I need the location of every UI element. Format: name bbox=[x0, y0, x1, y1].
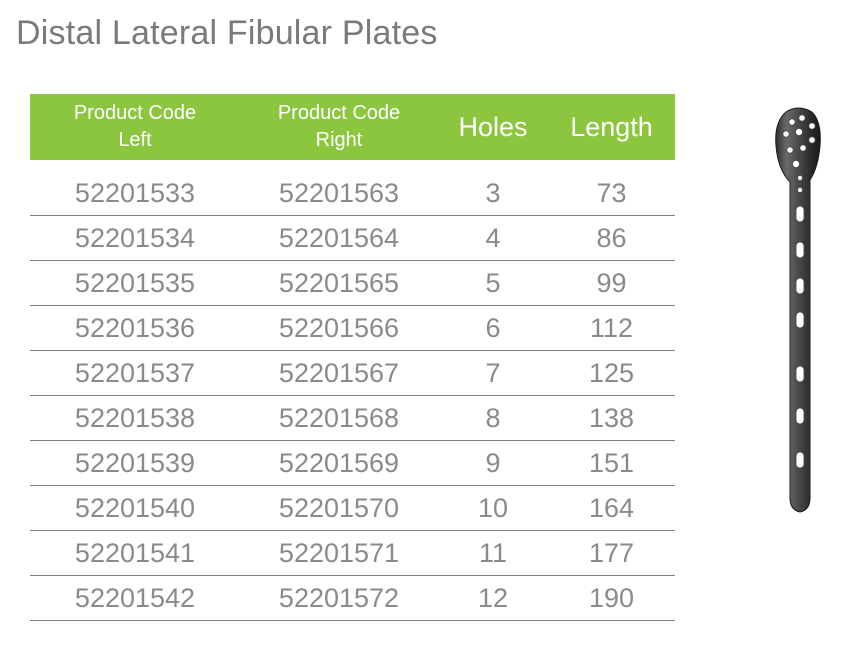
header-holes: Holes bbox=[458, 111, 528, 142]
product-code-right-cell: 52201567 bbox=[278, 357, 400, 388]
table-row: 52201539 52201569 9 151 bbox=[30, 441, 675, 486]
holes-cell: 10 bbox=[477, 492, 509, 523]
product-code-right-cell: 52201564 bbox=[278, 222, 400, 253]
product-code-left-cell: 52201539 bbox=[74, 447, 196, 478]
table-header: Product Code Left Product Code Right Hol… bbox=[30, 94, 675, 160]
header-line: Left bbox=[118, 129, 152, 151]
length-cell: 177 bbox=[588, 537, 635, 568]
length-cell: 125 bbox=[588, 357, 635, 388]
header-line: Product Code bbox=[73, 102, 197, 124]
table-row: 52201542 52201572 12 190 bbox=[30, 576, 675, 621]
product-code-left-cell: 52201541 bbox=[74, 537, 196, 568]
header-product-code-right: Product Code Right bbox=[240, 100, 438, 154]
table-row: 52201537 52201567 7 125 bbox=[30, 351, 675, 396]
table-body: 52201533 52201563 3 73 52201534 52201564 4 86 52… bbox=[30, 160, 675, 621]
product-code-left-cell: 52201534 bbox=[74, 222, 196, 253]
holes-cell: 5 bbox=[485, 267, 501, 298]
holes-cell: 7 bbox=[485, 357, 501, 388]
product-code-right-cell: 52201565 bbox=[278, 267, 400, 298]
product-code-left-cell: 52201542 bbox=[74, 582, 196, 613]
header-product-code-left: Product Code Left bbox=[30, 100, 240, 154]
product-code-right-cell: 52201568 bbox=[278, 402, 400, 433]
holes-cell: 3 bbox=[485, 177, 501, 208]
header-length: Length bbox=[570, 111, 653, 142]
holes-cell: 4 bbox=[485, 222, 501, 253]
table-row: 52201533 52201563 3 73 bbox=[30, 160, 675, 216]
product-code-left-cell: 52201538 bbox=[74, 402, 196, 433]
product-code-left-cell: 52201535 bbox=[74, 267, 196, 298]
holes-cell: 6 bbox=[485, 312, 501, 343]
header-line: Right bbox=[315, 129, 363, 151]
holes-cell: 11 bbox=[478, 537, 508, 568]
holes-cell: 9 bbox=[485, 447, 501, 478]
table-row: 52201534 52201564 4 86 bbox=[30, 216, 675, 261]
product-code-right-cell: 52201566 bbox=[278, 312, 400, 343]
product-table: Product Code Left Product Code Right Hol… bbox=[30, 94, 675, 621]
product-code-left-cell: 52201540 bbox=[74, 492, 196, 523]
length-cell: 164 bbox=[588, 492, 635, 523]
product-code-right-cell: 52201570 bbox=[278, 492, 400, 523]
length-cell: 190 bbox=[588, 582, 635, 613]
length-cell: 73 bbox=[596, 177, 627, 208]
length-cell: 99 bbox=[596, 267, 627, 298]
length-cell: 151 bbox=[588, 447, 635, 478]
header-line: Product Code bbox=[277, 102, 401, 124]
holes-cell: 12 bbox=[477, 582, 509, 613]
fibular-plate-image bbox=[775, 107, 821, 513]
table-row: 52201541 52201571 11 177 bbox=[30, 531, 675, 576]
product-code-right-cell: 52201563 bbox=[278, 177, 400, 208]
product-code-right-cell: 52201569 bbox=[278, 447, 400, 478]
table-row: 52201540 52201570 10 164 bbox=[30, 486, 675, 531]
length-cell: 86 bbox=[596, 222, 627, 253]
table-row: 52201538 52201568 8 138 bbox=[30, 396, 675, 441]
holes-cell: 8 bbox=[485, 402, 501, 433]
length-cell: 112 bbox=[589, 312, 634, 343]
table-row: 52201535 52201565 5 99 bbox=[30, 261, 675, 306]
length-cell: 138 bbox=[588, 402, 635, 433]
product-code-left-cell: 52201533 bbox=[74, 177, 196, 208]
product-code-right-cell: 52201572 bbox=[278, 582, 400, 613]
product-code-right-cell: 52201571 bbox=[278, 537, 400, 568]
product-code-left-cell: 52201537 bbox=[74, 357, 196, 388]
product-code-left-cell: 52201536 bbox=[74, 312, 196, 343]
page-title: Distal Lateral Fibular Plates bbox=[16, 14, 438, 52]
table-row: 52201536 52201566 6 112 bbox=[30, 306, 675, 351]
